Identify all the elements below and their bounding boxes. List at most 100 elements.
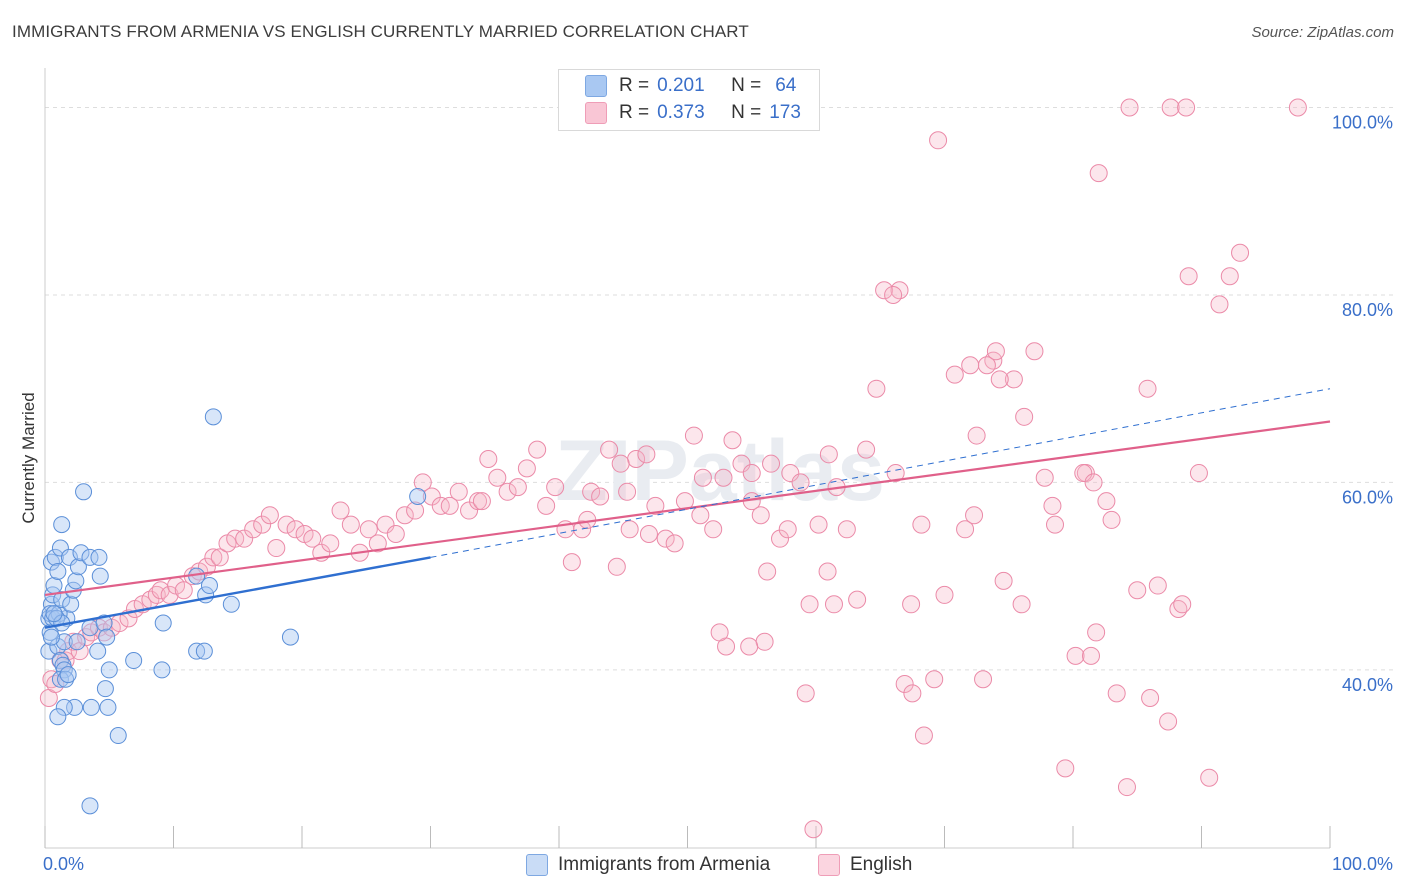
- english-point: [1189, 464, 1208, 483]
- english-point: [210, 548, 229, 567]
- english-points: [39, 98, 1307, 839]
- english-point: [341, 515, 360, 534]
- english-point: [406, 501, 425, 520]
- english-point: [656, 529, 675, 548]
- armenia-point: [55, 698, 73, 716]
- legend-n-value: 173: [769, 102, 801, 123]
- english-point: [684, 426, 703, 445]
- legend-row-armenia: R = 0.201 N = 64: [585, 73, 796, 99]
- armenia-point: [81, 619, 99, 637]
- english-point: [46, 674, 65, 693]
- legend-r-label: R =: [619, 75, 650, 96]
- english-point: [235, 529, 254, 548]
- english-point: [1128, 581, 1147, 600]
- english-point: [778, 520, 797, 539]
- bottom-legend-label-english: English: [850, 854, 913, 875]
- english-point: [1081, 646, 1100, 665]
- english-point: [890, 281, 909, 300]
- english-point: [961, 356, 980, 375]
- bottom-legend-english: English: [818, 852, 912, 878]
- english-point: [1288, 98, 1307, 117]
- armenia-trend-line-dashed: [430, 388, 1331, 558]
- english-point: [1177, 98, 1196, 117]
- english-point: [751, 506, 770, 525]
- armenia-point: [95, 614, 113, 632]
- english-point: [1220, 267, 1239, 286]
- armenia-point: [81, 797, 99, 815]
- english-point: [912, 515, 931, 534]
- english-point: [582, 482, 601, 501]
- bottom-legend-armenia: Immigrants from Armenia: [526, 852, 770, 878]
- y-axis-title: Currently Married: [19, 392, 38, 523]
- armenia-point: [46, 548, 64, 566]
- legend-r-value: 0.201: [657, 75, 705, 96]
- armenia-point: [45, 577, 63, 595]
- english-point: [903, 684, 922, 703]
- english-point: [732, 454, 751, 473]
- y-tick-label: 80.0%: [1342, 300, 1393, 320]
- english-point: [267, 539, 286, 558]
- armenia-point: [51, 652, 69, 670]
- english-point: [395, 506, 414, 525]
- english-point: [1087, 623, 1106, 642]
- armenia-point: [281, 628, 299, 646]
- english-point: [886, 464, 905, 483]
- legend-r-value: 0.373: [657, 102, 705, 123]
- armenia-point: [409, 487, 427, 505]
- x-tick-label: 0.0%: [43, 854, 84, 874]
- english-point: [710, 623, 729, 642]
- armenia-point: [222, 595, 240, 613]
- english-point: [1035, 468, 1054, 487]
- armenia-point: [62, 595, 80, 613]
- english-point: [1004, 370, 1023, 389]
- legend-n-value: 64: [775, 75, 797, 96]
- english-point: [771, 529, 790, 548]
- legend-swatch-armenia: [585, 75, 607, 97]
- english-point: [819, 445, 838, 464]
- english-point: [990, 370, 1009, 389]
- english-point: [517, 459, 536, 478]
- english-point: [742, 464, 761, 483]
- english-point: [796, 684, 815, 703]
- axes: [44, 68, 1331, 849]
- english-point: [1074, 464, 1093, 483]
- english-point: [469, 492, 488, 511]
- english-point: [1107, 684, 1126, 703]
- english-point: [607, 557, 626, 576]
- english-point: [875, 281, 894, 300]
- x-tick-label: 100.0%: [1332, 854, 1393, 874]
- english-point: [174, 581, 193, 600]
- english-point: [884, 285, 903, 304]
- armenia-point: [66, 698, 84, 716]
- english-point: [1025, 342, 1044, 361]
- english-point: [935, 585, 954, 604]
- legend-n-label: N =: [731, 102, 762, 123]
- english-point: [1159, 712, 1178, 731]
- english-point: [600, 440, 619, 459]
- english-point: [440, 496, 459, 515]
- english-point: [286, 520, 305, 539]
- english-point: [637, 445, 656, 464]
- armenia-point: [125, 652, 143, 670]
- english-point: [740, 637, 759, 656]
- english-point: [244, 520, 263, 539]
- armenia-point: [81, 548, 99, 566]
- english-point: [528, 440, 547, 459]
- armenia-trend-line: [44, 556, 431, 629]
- bottom-legend-swatch-english: [818, 854, 840, 876]
- armenia-point: [75, 483, 93, 501]
- correlation-legend: R = 0.201 N = 64 R = 0.373 N = 173: [558, 69, 820, 131]
- english-point: [1089, 164, 1108, 183]
- english-point: [804, 820, 823, 839]
- english-point: [762, 454, 781, 473]
- armenia-point: [204, 408, 222, 426]
- armenia-point: [59, 666, 77, 684]
- english-point: [1012, 595, 1031, 614]
- english-point: [1141, 689, 1160, 708]
- english-point: [386, 524, 405, 543]
- english-point: [665, 534, 684, 553]
- english-point: [546, 478, 565, 497]
- english-point: [537, 496, 556, 515]
- legend-row-english: R = 0.373 N = 173: [585, 100, 801, 126]
- english-point: [1043, 496, 1062, 515]
